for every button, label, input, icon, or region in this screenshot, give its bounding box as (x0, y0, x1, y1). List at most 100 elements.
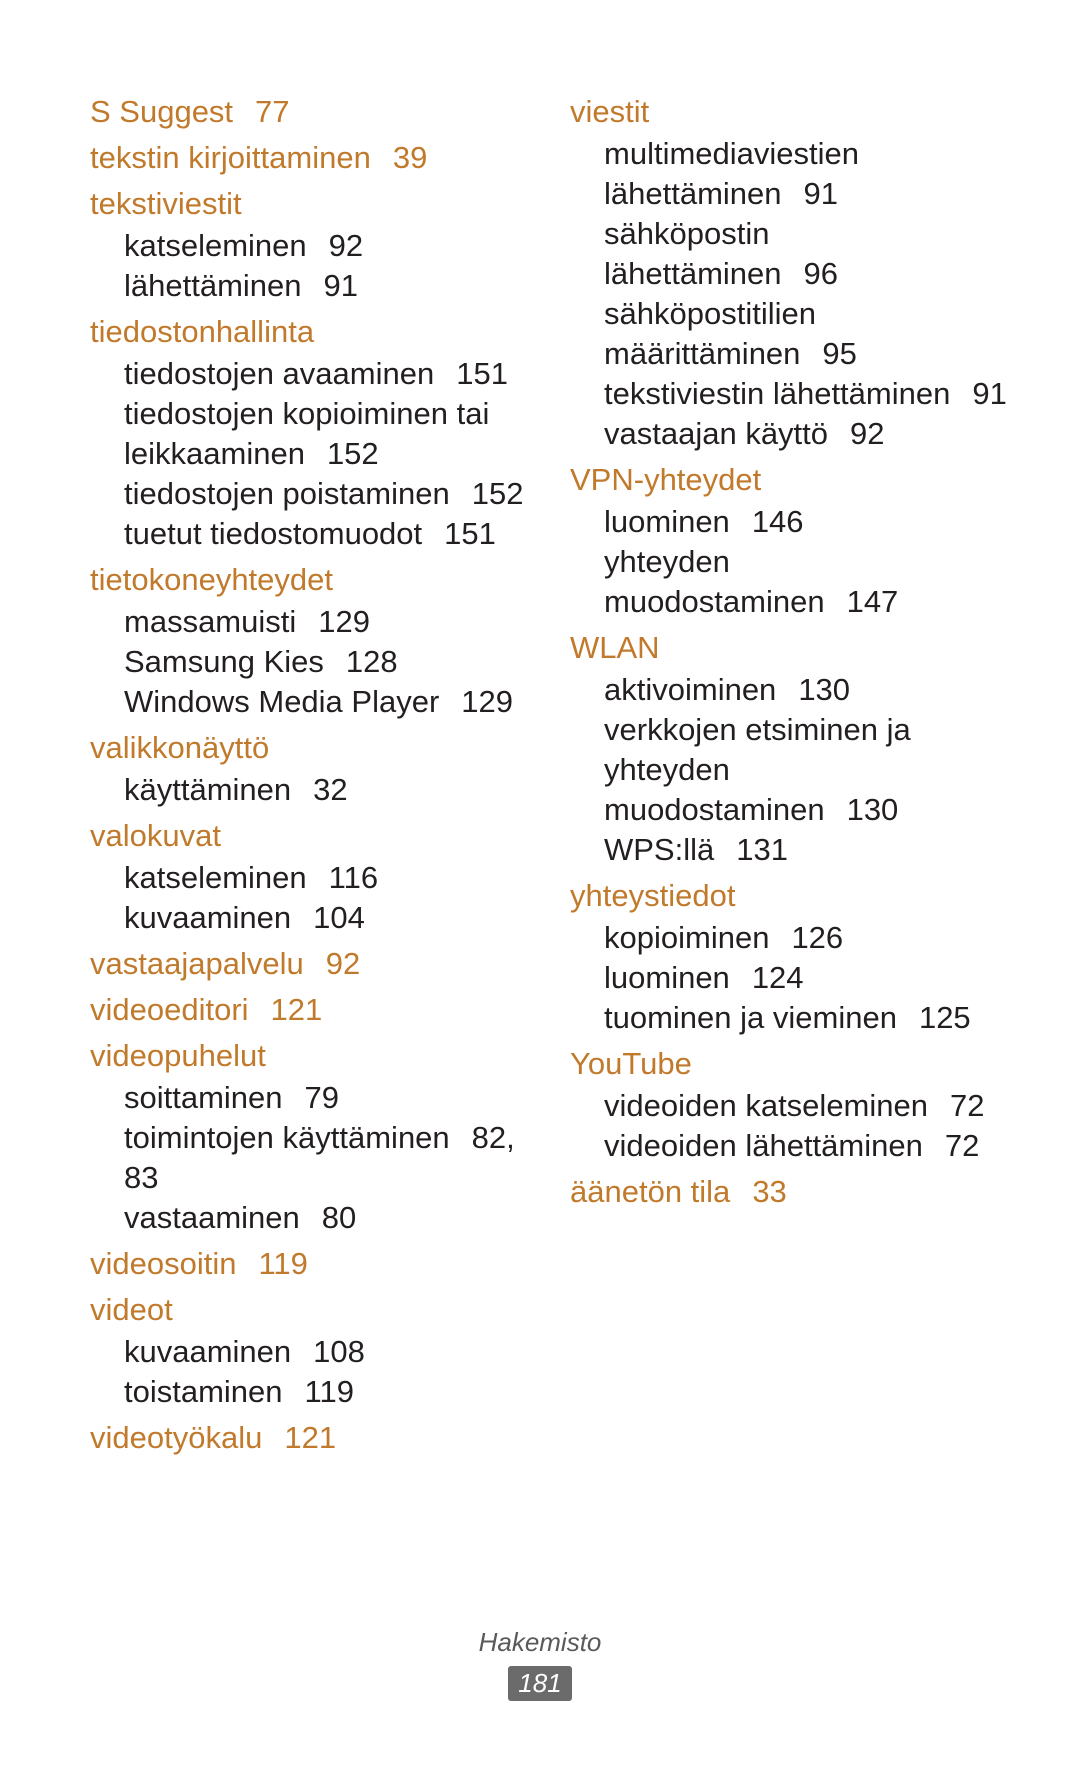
index-sub-entry[interactable]: luominen 146 (570, 502, 1010, 542)
index-sub-entry[interactable]: katseleminen92 (90, 226, 530, 266)
index-entry-label: VPN-yhteydet (570, 462, 761, 497)
index-entry-label: WPS:llä (604, 832, 714, 867)
index-entry-label: sähköpostitilien määrittäminen (604, 296, 816, 371)
index-heading[interactable]: tekstiviestit (90, 184, 530, 224)
index-column-left: S Suggest77 tekstin kirjoittaminen39 tekst… (90, 86, 530, 1460)
index-page: S Suggest77 tekstin kirjoittaminen39 tekst… (0, 0, 1080, 1460)
index-entry-label: Windows Media Player (124, 684, 439, 719)
index-entry-page: 39 (393, 140, 427, 175)
index-sub-entry[interactable]: sähköpostin lähettäminen96 (570, 214, 1010, 294)
index-sub-entry[interactable]: tiedostojen kopioiminen tai leikkaaminen… (90, 394, 530, 474)
index-entry-label: tiedostonhallinta (90, 314, 314, 349)
index-sub-entry[interactable]: aktivoiminen130 (570, 670, 1010, 710)
index-entry-page: 128 (346, 644, 398, 679)
index-sub-entry[interactable]: WPS:llä 131 (570, 830, 1010, 870)
index-heading[interactable]: tietokoneyhteydet (90, 560, 530, 600)
index-sub-entry[interactable]: Windows Media Player129 (90, 682, 530, 722)
index-heading[interactable]: tiedostonhallinta (90, 312, 530, 352)
index-entry-label: vastaajapalvelu (90, 946, 304, 981)
index-heading[interactable]: äänetön tila33 (570, 1172, 1010, 1212)
index-sub-entry[interactable]: kopioiminen 126 (570, 918, 1010, 958)
index-entry-page: 131 (736, 832, 788, 867)
index-entry-page: 124 (752, 960, 804, 995)
index-heading[interactable]: WLAN (570, 628, 1010, 668)
index-sub-entry[interactable]: soittaminen79 (90, 1078, 530, 1118)
index-entry-label: valikkonäyttö (90, 730, 269, 765)
index-heading[interactable]: viestit (570, 92, 1010, 132)
index-heading[interactable]: vastaajapalvelu92 (90, 944, 530, 984)
index-entry-label: valokuvat (90, 818, 221, 853)
index-heading[interactable]: yhteystiedot (570, 876, 1010, 916)
index-entry-label: massamuisti (124, 604, 296, 639)
index-sub-entry[interactable]: tekstiviestin lähettäminen91 (570, 374, 1010, 414)
index-sub-entry[interactable]: tuominen ja vieminen 125 (570, 998, 1010, 1038)
index-heading[interactable]: videoeditori 121 (90, 990, 530, 1030)
index-entry-page: 104 (313, 900, 365, 935)
index-entry-page: 147 (847, 584, 899, 619)
index-entry-label: kopioiminen (604, 920, 769, 955)
index-sub-entry[interactable]: yhteyden muodostaminen147 (570, 542, 1010, 622)
index-entry-label: tuominen ja vieminen (604, 1000, 897, 1035)
index-sub-entry[interactable]: käyttäminen32 (90, 770, 530, 810)
index-entry-label: videopuhelut (90, 1038, 266, 1073)
index-heading[interactable]: videot (90, 1290, 530, 1330)
index-entry-page: 130 (798, 672, 850, 707)
index-entry-label: tuetut tiedostomuodot (124, 516, 422, 551)
index-entry-label: videoeditori (90, 992, 249, 1027)
index-entry-page: 126 (791, 920, 843, 955)
index-heading[interactable]: videotyökalu121 (90, 1418, 530, 1458)
index-entry-label: vastaaminen (124, 1200, 300, 1235)
index-entry-page: 95 (822, 336, 856, 371)
footer-section-title: Hakemisto (0, 1627, 1080, 1658)
index-sub-entry[interactable]: tiedostojen poistaminen152 (90, 474, 530, 514)
index-sub-entry[interactable]: videoiden katseleminen72 (570, 1086, 1010, 1126)
index-entry-label: videoiden lähettäminen (604, 1128, 923, 1163)
index-sub-entry[interactable]: multimediaviestien lähettäminen91 (570, 134, 1010, 214)
index-entry-page: 32 (313, 772, 347, 807)
index-entry-page: 121 (284, 1420, 336, 1455)
index-sub-entry[interactable]: kuvaaminen 104 (90, 898, 530, 938)
index-sub-entry[interactable]: katseleminen116 (90, 858, 530, 898)
index-heading[interactable]: YouTube (570, 1044, 1010, 1084)
index-sub-entry[interactable]: Samsung Kies128 (90, 642, 530, 682)
index-sub-entry[interactable]: toimintojen käyttäminen82, 83 (90, 1118, 530, 1198)
index-heading[interactable]: valikkonäyttö (90, 728, 530, 768)
index-heading[interactable]: S Suggest77 (90, 92, 530, 132)
index-sub-entry[interactable]: toistaminen119 (90, 1372, 530, 1412)
index-sub-entry[interactable]: vastaaminen80 (90, 1198, 530, 1238)
index-entry-label: kuvaaminen (124, 900, 291, 935)
index-entry-label: toimintojen käyttäminen (124, 1120, 450, 1155)
index-entry-label: tiedostojen kopioiminen tai leikkaaminen (124, 396, 489, 471)
index-heading[interactable]: tekstin kirjoittaminen39 (90, 138, 530, 178)
index-sub-entry[interactable]: vastaajan käyttö92 (570, 414, 1010, 454)
index-entry-page: 121 (271, 992, 323, 1027)
index-sub-entry[interactable]: videoiden lähettäminen72 (570, 1126, 1010, 1166)
index-entry-label: kuvaaminen (124, 1334, 291, 1369)
index-sub-entry[interactable]: kuvaaminen108 (90, 1332, 530, 1372)
index-entry-label: viestit (570, 94, 649, 129)
index-sub-entry[interactable]: massamuisti129 (90, 602, 530, 642)
index-heading[interactable]: VPN-yhteydet (570, 460, 1010, 500)
index-entry-label: tekstiviestit (90, 186, 242, 221)
index-entry-page: 146 (752, 504, 804, 539)
index-sub-entry[interactable]: verkkojen etsiminen ja yhteyden muodosta… (570, 710, 1010, 830)
index-entry-label: luominen (604, 504, 730, 539)
index-sub-entry[interactable]: tiedostojen avaaminen151 (90, 354, 530, 394)
index-entry-label: S Suggest (90, 94, 233, 129)
index-sub-entry[interactable]: sähköpostitilien määrittäminen95 (570, 294, 1010, 374)
index-entry-page: 151 (444, 516, 496, 551)
index-sub-entry[interactable]: tuetut tiedostomuodot 151 (90, 514, 530, 554)
index-entry-page: 125 (919, 1000, 971, 1035)
index-entry-label: soittaminen (124, 1080, 283, 1115)
index-heading[interactable]: valokuvat (90, 816, 530, 856)
index-entry-label: YouTube (570, 1046, 692, 1081)
index-heading[interactable]: videosoitin119 (90, 1244, 530, 1284)
index-entry-label: luominen (604, 960, 730, 995)
index-heading[interactable]: videopuhelut (90, 1036, 530, 1076)
index-sub-entry[interactable]: lähettäminen91 (90, 266, 530, 306)
index-sub-entry[interactable]: luominen 124 (570, 958, 1010, 998)
index-entry-label: videoiden katseleminen (604, 1088, 928, 1123)
index-entry-label: katseleminen (124, 860, 307, 895)
index-entry-label: sähköpostin lähettäminen (604, 216, 782, 291)
index-entry-label: äänetön tila (570, 1174, 730, 1209)
